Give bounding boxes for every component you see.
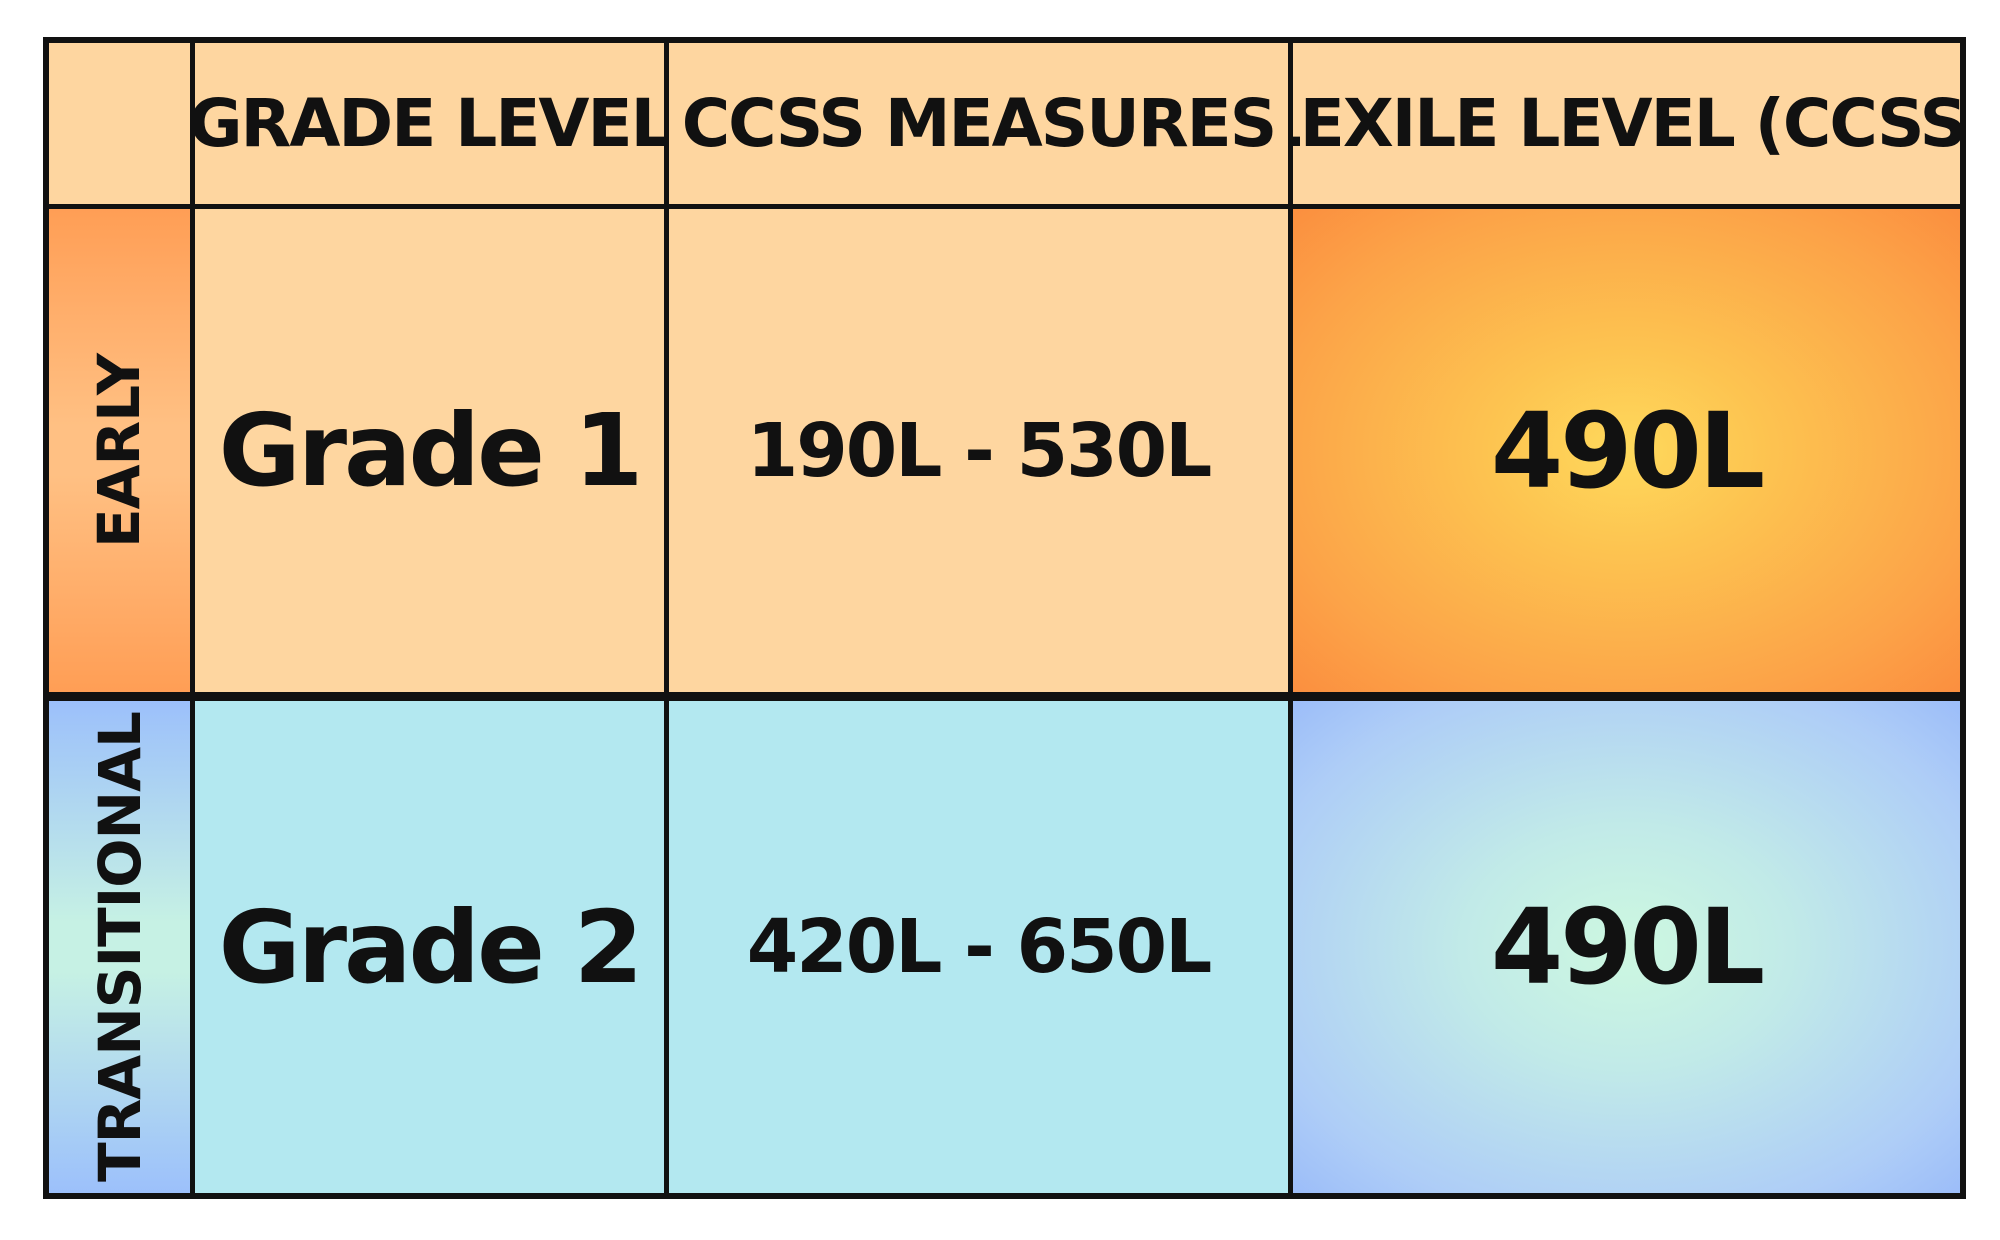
lexile-level-table: GRADE LEVEL CCSS MEASURES LEXILE LEVEL (… — [43, 37, 1966, 1199]
grade-value-transitional: Grade 2 — [218, 888, 644, 1006]
header-ccss-measures: CCSS MEASURES — [669, 43, 1293, 209]
grade-cell-early: Grade 1 — [195, 209, 669, 701]
header-corner-cell — [49, 43, 195, 209]
stage-label-transitional: TRANSITIONAL — [85, 712, 154, 1182]
ccss-range-value-early: 190L - 530L — [746, 407, 1212, 494]
ccss-range-cell-transitional: 420L - 650L — [669, 701, 1293, 1193]
ccss-range-cell-early: 190L - 530L — [669, 209, 1293, 701]
grade-value-early: Grade 1 — [218, 392, 644, 509]
header-grade-level: GRADE LEVEL — [195, 43, 669, 209]
grade-cell-transitional: Grade 2 — [195, 701, 669, 1193]
header-lexile-level: LEXILE LEVEL (CCSS) — [1293, 43, 1960, 209]
ccss-range-value-transitional: 420L - 650L — [746, 904, 1212, 990]
lexile-value-transitional: 490L — [1490, 886, 1765, 1008]
lexile-cell-transitional: 490L — [1293, 701, 1960, 1193]
stage-cell-transitional: TRANSITIONAL — [49, 701, 195, 1193]
lexile-value-early: 490L — [1490, 389, 1765, 512]
lexile-cell-early: 490L — [1293, 209, 1960, 701]
stage-cell-early: EARLY — [49, 209, 195, 701]
header-grade-level-label: GRADE LEVEL — [195, 85, 669, 162]
stage-label-early: EARLY — [85, 353, 154, 548]
header-lexile-level-label: LEXILE LEVEL (CCSS) — [1293, 85, 1960, 162]
header-ccss-measures-label: CCSS MEASURES — [681, 85, 1278, 162]
